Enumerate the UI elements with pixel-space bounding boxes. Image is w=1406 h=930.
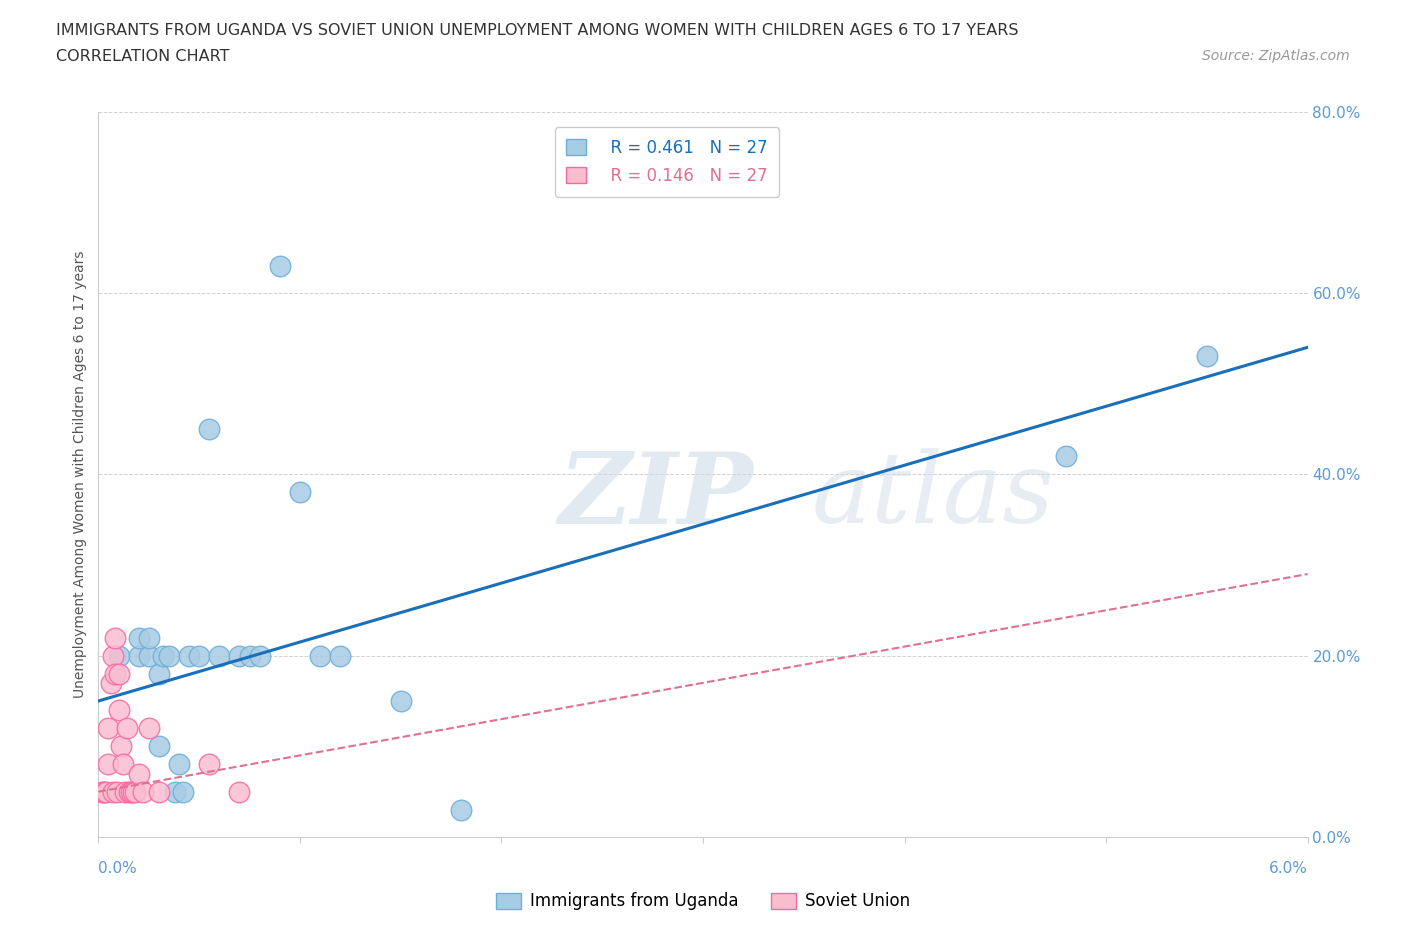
Text: atlas: atlas	[811, 448, 1054, 544]
Text: ZIP: ZIP	[558, 448, 752, 544]
Point	[269, 259, 291, 273]
Point	[128, 766, 150, 781]
Text: 6.0%: 6.0%	[1268, 861, 1308, 876]
Point	[288, 485, 311, 500]
Point	[152, 648, 174, 663]
Y-axis label: Unemployment Among Women with Children Ages 6 to 17 years: Unemployment Among Women with Children A…	[73, 250, 87, 698]
Point	[111, 757, 134, 772]
Point	[93, 784, 115, 799]
Point	[179, 648, 201, 663]
Point	[228, 784, 250, 799]
Point	[97, 721, 120, 736]
Point	[118, 784, 141, 799]
Point	[96, 784, 118, 799]
Point	[249, 648, 271, 663]
Point	[114, 784, 136, 799]
Point	[105, 784, 128, 799]
Point	[132, 784, 155, 799]
Point	[172, 784, 194, 799]
Point	[1054, 449, 1077, 464]
Point	[100, 675, 122, 690]
Point	[128, 631, 150, 645]
Text: CORRELATION CHART: CORRELATION CHART	[56, 49, 229, 64]
Point	[239, 648, 262, 663]
Point	[198, 421, 221, 436]
Legend:   R = 0.461   N = 27,   R = 0.146   N = 27: R = 0.461 N = 27, R = 0.146 N = 27	[554, 127, 779, 196]
Point	[167, 757, 190, 772]
Point	[228, 648, 250, 663]
Point	[198, 757, 221, 772]
Point	[329, 648, 352, 663]
Point	[120, 784, 142, 799]
Point	[103, 666, 125, 681]
Point	[1195, 349, 1218, 364]
Text: 0.0%: 0.0%	[98, 861, 138, 876]
Point	[138, 648, 160, 663]
Point	[91, 784, 114, 799]
Point	[309, 648, 332, 663]
Point	[115, 721, 138, 736]
Point	[450, 803, 472, 817]
Point	[110, 738, 132, 753]
Point	[107, 648, 129, 663]
Point	[148, 784, 170, 799]
Point	[148, 738, 170, 753]
Point	[148, 666, 170, 681]
Point	[97, 757, 120, 772]
Point	[103, 631, 125, 645]
Point	[128, 648, 150, 663]
Point	[107, 666, 129, 681]
Point	[138, 631, 160, 645]
Point	[208, 648, 231, 663]
Point	[138, 721, 160, 736]
Point	[188, 648, 211, 663]
Point	[101, 648, 124, 663]
Point	[107, 703, 129, 718]
Legend: Immigrants from Uganda, Soviet Union: Immigrants from Uganda, Soviet Union	[489, 885, 917, 917]
Point	[163, 784, 186, 799]
Point	[124, 784, 146, 799]
Point	[389, 694, 412, 709]
Point	[121, 784, 143, 799]
Text: Source: ZipAtlas.com: Source: ZipAtlas.com	[1202, 49, 1350, 63]
Point	[101, 784, 124, 799]
Text: IMMIGRANTS FROM UGANDA VS SOVIET UNION UNEMPLOYMENT AMONG WOMEN WITH CHILDREN AG: IMMIGRANTS FROM UGANDA VS SOVIET UNION U…	[56, 23, 1019, 38]
Point	[157, 648, 180, 663]
